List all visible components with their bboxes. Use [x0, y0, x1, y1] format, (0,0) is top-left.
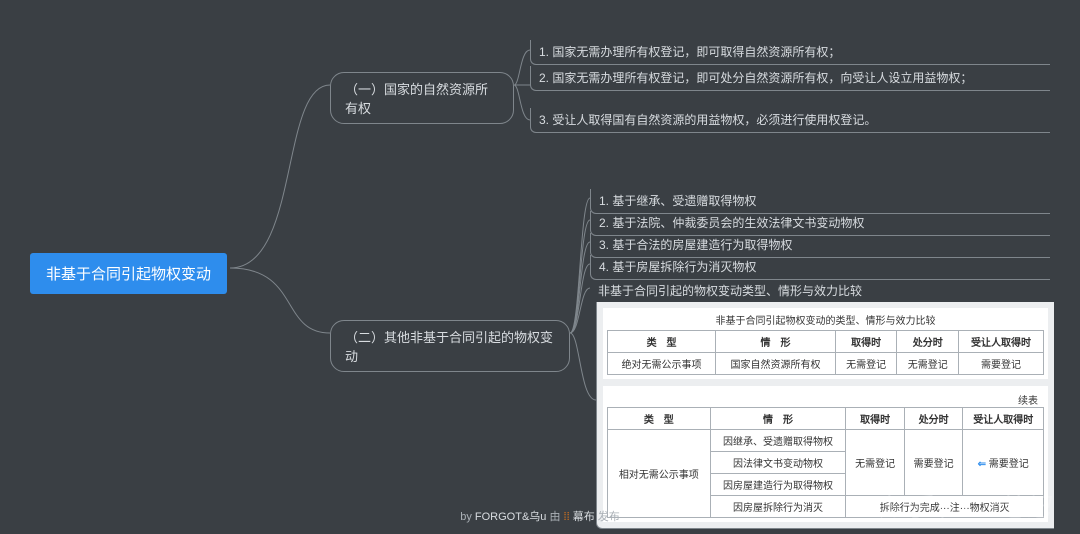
leaf-2d: 4. 基于房屋拆除行为消灭物权	[590, 255, 1050, 280]
mubu-logo-icon: ⁞⁞	[564, 511, 570, 523]
footer-mubu: 幕布	[573, 511, 595, 523]
table-1-title: 非基于合同引起物权变动的类型、情形与效力比较	[607, 312, 1044, 330]
leaf-1c: 3. 受让人取得国有自然资源的用益物权，必须进行使用权登记。	[530, 108, 1050, 133]
footer-fabu: 发布	[598, 511, 620, 523]
table-1: 类 型情 形取得时处分时受让人取得时 绝对无需公示事项国家自然资源所有权无需登记…	[607, 330, 1044, 375]
leaf-1b: 2. 国家无需办理所有权登记，即可处分自然资源所有权，向受让人设立用益物权；	[530, 66, 1050, 91]
footer: by FORGOT&乌u 由 ⁞⁞ 幕布 发布	[0, 508, 1080, 524]
footer-author: FORGOT&乌u	[475, 511, 547, 523]
table-2: 类 型情 形取得时处分时受让人取得时 相对无需公示事项因继承、受遗赠取得物权无需…	[607, 407, 1044, 518]
node-2[interactable]: （二）其他非基于合同引起的物权变动	[330, 320, 570, 372]
leaf-1a: 1. 国家无需办理所有权登记，即可取得自然资源所有权；	[530, 40, 1050, 65]
node-1[interactable]: （一）国家的自然资源所有权	[330, 72, 514, 124]
root-node[interactable]: 非基于合同引起物权变动	[30, 253, 227, 294]
footer-you: 由	[549, 511, 560, 523]
table-2-continued: 续表	[607, 390, 1044, 407]
table-2-container: 续表 类 型情 形取得时处分时受让人取得时 相对无需公示事项因继承、受遗赠取得物…	[596, 380, 1054, 529]
table-1-container: 非基于合同引起物权变动的类型、情形与效力比较 类 型情 形取得时处分时受让人取得…	[596, 302, 1054, 386]
footer-by: by	[460, 511, 472, 523]
leaf-2e: 非基于合同引起的物权变动类型、情形与效力比较	[590, 279, 1050, 303]
